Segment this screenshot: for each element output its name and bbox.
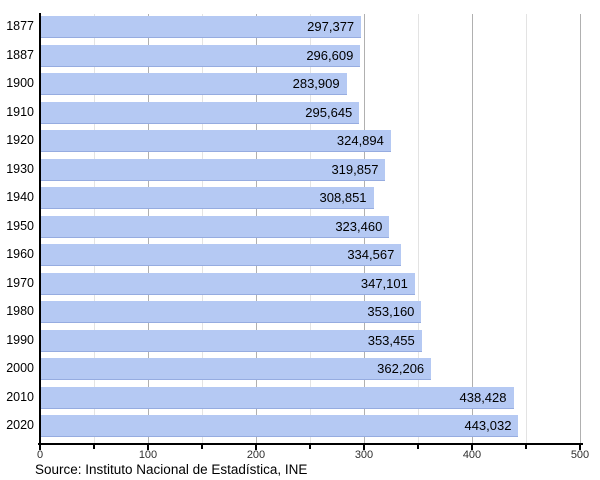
minor-tick — [201, 445, 203, 449]
year-label: 1887 — [6, 47, 34, 62]
y-axis-line — [39, 13, 41, 444]
bar-value-label: 334,567 — [347, 247, 395, 262]
minor-gridline — [525, 14, 527, 443]
minor-tick — [93, 445, 95, 449]
source-note: Source: Instituto Nacional de Estadístic… — [35, 462, 308, 477]
bar: 324,894 — [41, 130, 391, 152]
year-label: 1900 — [6, 76, 34, 90]
major-tick — [39, 445, 41, 450]
bar: 296,609 — [41, 44, 361, 67]
bar: 295,645 — [41, 101, 360, 124]
year-label: 1920 — [6, 133, 34, 147]
bar-value-label: 296,609 — [306, 47, 354, 63]
bar-value-label: 283,909 — [292, 76, 340, 91]
year-label: 1910 — [6, 104, 34, 119]
bar: 347,101 — [41, 272, 415, 295]
bar-value-label: 443,032 — [464, 418, 512, 433]
bar-value-label: 319,857 — [331, 161, 379, 177]
x-tick-label: 100 — [138, 449, 158, 461]
x-tick-label: 300 — [354, 449, 374, 461]
bar: 438,428 — [41, 386, 514, 409]
year-label: 1960 — [6, 247, 34, 261]
bar: 283,909 — [41, 73, 347, 95]
year-label: 1940 — [6, 190, 34, 204]
year-label: 1980 — [6, 304, 34, 318]
year-label: 1877 — [6, 19, 34, 33]
bar: 308,851 — [41, 187, 374, 209]
bar-value-label: 347,101 — [360, 275, 408, 291]
bar: 334,567 — [41, 244, 402, 266]
bar: 353,455 — [41, 329, 422, 352]
minor-tick — [309, 445, 311, 449]
x-axis-line — [38, 443, 583, 445]
year-label: 1950 — [6, 218, 34, 233]
major-gridline — [471, 14, 473, 443]
bar: 362,206 — [41, 358, 432, 380]
bar: 297,377 — [41, 16, 362, 38]
major-tick — [363, 445, 365, 450]
bar: 353,160 — [41, 301, 422, 323]
x-tick-label: 500 — [570, 449, 590, 461]
bar-value-label: 438,428 — [459, 389, 507, 405]
bar-value-label: 308,851 — [319, 190, 367, 205]
bar-value-label: 362,206 — [377, 361, 425, 376]
year-label: 1930 — [6, 161, 34, 176]
year-label: 2000 — [6, 361, 34, 375]
year-label: 2020 — [6, 418, 34, 432]
x-tick-label: 400 — [462, 449, 482, 461]
x-tick-label: 0 — [36, 449, 44, 461]
bar: 443,032 — [41, 415, 519, 437]
bar: 323,460 — [41, 215, 390, 238]
major-tick — [255, 445, 257, 450]
bar-value-label: 297,377 — [307, 19, 355, 34]
major-tick — [471, 445, 473, 450]
major-gridline — [579, 14, 581, 443]
year-label: 2010 — [6, 389, 34, 404]
major-tick — [147, 445, 149, 450]
bar: 319,857 — [41, 158, 386, 181]
minor-gridline — [417, 14, 419, 443]
bar-value-label: 324,894 — [336, 133, 384, 148]
year-label: 1970 — [6, 275, 34, 290]
major-tick — [579, 445, 581, 450]
bar-value-label: 353,455 — [367, 332, 415, 348]
bar-value-label: 295,645 — [305, 104, 353, 120]
bar-value-label: 353,160 — [367, 304, 415, 319]
minor-tick — [525, 445, 527, 449]
x-tick-label: 200 — [246, 449, 266, 461]
minor-tick — [417, 445, 419, 449]
bar-value-label: 323,460 — [335, 218, 383, 234]
year-label: 1990 — [6, 332, 34, 347]
